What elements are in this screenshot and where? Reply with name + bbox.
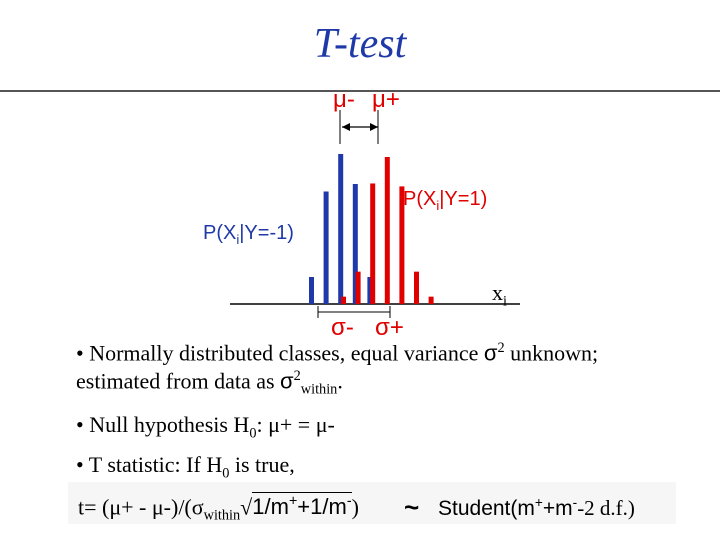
t-formula: t= (μ+ - μ-)/(σwithin√1/m++1/m-): [78, 492, 359, 524]
histogram-bars: [309, 154, 434, 304]
formula-box: [68, 482, 676, 524]
distributed-as-symbol: ~: [404, 492, 420, 522]
mu-plus-label: μ+: [372, 86, 400, 113]
pos-class-bar: [399, 186, 405, 304]
x-axis-label: xi: [492, 280, 507, 310]
mu-arrow-head-left: [342, 123, 350, 131]
neg-class-bar: [367, 277, 373, 304]
bullet-t-statistic: • T statistic: If H0 is true,: [76, 452, 295, 482]
student-distribution: Student(m++m--2 d.f.): [438, 495, 635, 520]
neg-class-bar: [338, 154, 344, 304]
title-divider: [0, 90, 720, 92]
pos-class-bar: [428, 296, 434, 304]
pos-class-bar: [370, 183, 376, 304]
pos-class-bar: [414, 271, 419, 304]
sigma-plus-label: σ+: [375, 314, 404, 341]
bullet-normal-classes-line2: estimated from data as σ2within.: [76, 368, 343, 398]
neg-class-bar: [352, 184, 358, 304]
sigma-minus-label: σ-: [331, 314, 354, 341]
pos-class-bar: [341, 296, 346, 304]
pos-class-bar: [384, 157, 390, 304]
neg-class-bar: [309, 277, 314, 304]
bullet-normal-classes: • Normally distributed classes, equal va…: [76, 340, 599, 366]
pos-class-label: P(Xi|Y=1): [403, 188, 488, 213]
mu-arrow-head-right: [370, 123, 378, 131]
bullet-null-hypothesis: • Null hypothesis H0: μ+ = μ-: [76, 412, 335, 442]
mu-minus-label: μ-: [333, 86, 355, 113]
page-title: T-test: [313, 21, 407, 67]
distribution-svg: [230, 110, 520, 318]
neg-class-bar: [323, 191, 329, 304]
pos-class-bar: [355, 271, 361, 304]
neg-class-label: P(Xi|Y=-1): [203, 222, 294, 247]
